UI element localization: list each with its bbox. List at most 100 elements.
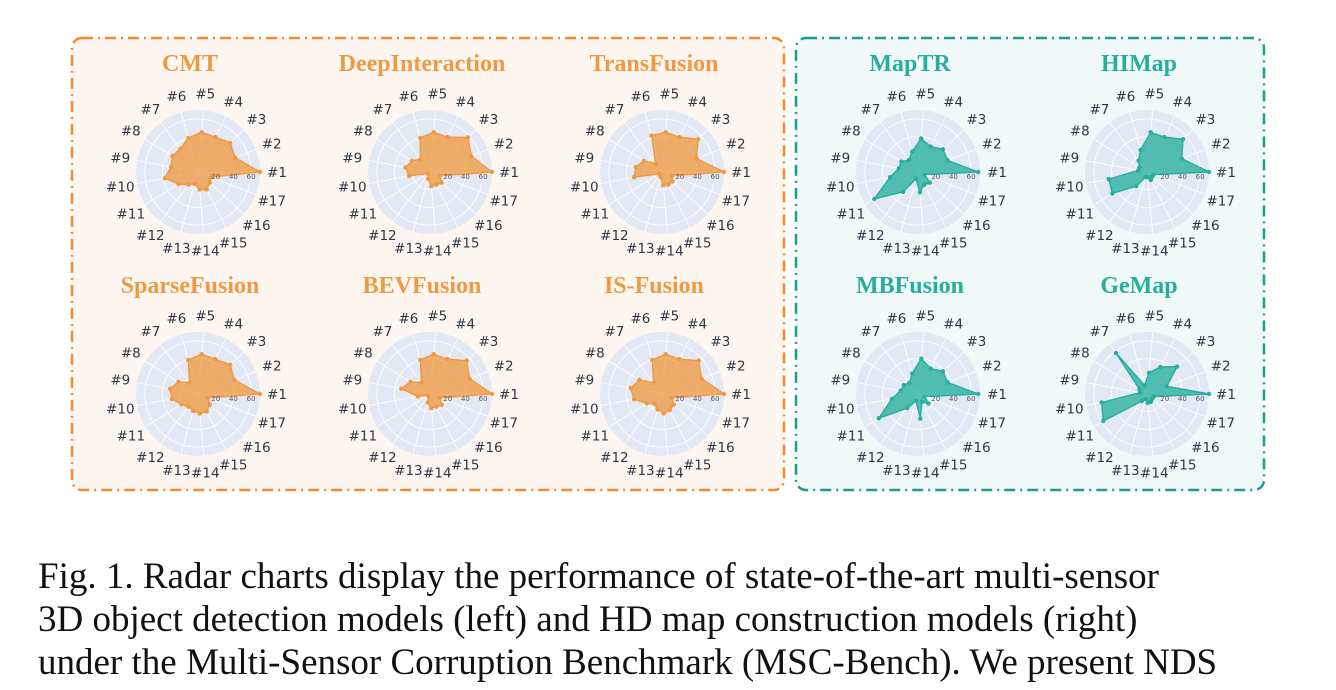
axis-label: #3 — [966, 334, 986, 350]
radial-tick-label: 60 — [247, 173, 256, 181]
axis-label: #10 — [570, 402, 599, 418]
data-point — [940, 147, 946, 152]
data-point — [1164, 384, 1170, 389]
chart-title: TransFusion — [590, 51, 719, 77]
data-point — [469, 153, 474, 159]
radial-tick-label: 20 — [1160, 173, 1169, 181]
data-point — [170, 153, 175, 159]
grid-spoke — [1146, 393, 1205, 417]
radar-chart-6: SparseFusion 20 40 60 #1 #2 #3#4 #5 #6 #7 #8 #9 #10 #… — [106, 273, 287, 482]
axis-label: #16 — [242, 218, 271, 234]
axis-label: #9 — [110, 151, 130, 167]
axis-label: #2 — [262, 359, 282, 375]
axis-label: #15 — [219, 236, 248, 252]
axis-label: #12 — [136, 228, 165, 244]
radar-chart-3: TransFusion 20 40 60 #1 #2 #3#4 #5 #6 #7 #8 #9 #10 #1… — [570, 51, 751, 260]
axis-label: #10 — [826, 180, 855, 196]
data-point — [940, 369, 946, 374]
data-point — [425, 176, 431, 181]
data-point — [204, 409, 209, 414]
axis-label: #13 — [394, 463, 423, 479]
data-point — [403, 165, 408, 170]
figure-caption-line-2: 3D object detection models (left) and HD… — [38, 599, 1138, 640]
grid-spoke — [1129, 393, 1148, 454]
axis-label: #9 — [1059, 151, 1079, 167]
axis-label: #1 — [499, 165, 519, 181]
radial-tick-label: 60 — [1196, 173, 1205, 181]
axis-label: #6 — [398, 89, 418, 105]
data-point — [429, 405, 434, 411]
grid-spoke — [609, 171, 663, 205]
axis-label: #2 — [494, 359, 514, 375]
axis-label: #3 — [246, 334, 266, 350]
radial-tick-label: 40 — [229, 173, 238, 181]
axis-label: #15 — [683, 236, 712, 252]
axis-label: #7 — [1089, 102, 1109, 118]
radial-tick-label: 20 — [931, 395, 940, 403]
axis-label: #4 — [687, 94, 707, 110]
radial-tick-label: 40 — [693, 173, 702, 181]
radial-tick-label: 20 — [675, 395, 684, 403]
data-point — [666, 182, 671, 187]
data-point — [1206, 391, 1212, 397]
radial-tick-label: 40 — [461, 173, 470, 181]
data-point — [419, 380, 424, 385]
grid-spoke — [377, 393, 431, 427]
axis-label: #8 — [121, 123, 141, 139]
data-point — [696, 358, 701, 363]
axis-label: #11 — [117, 207, 146, 223]
data-point — [694, 156, 699, 161]
axis-label: #15 — [219, 458, 248, 474]
axis-label: #11 — [349, 429, 378, 445]
axis-label: #6 — [1115, 311, 1135, 327]
radial-tick-label: 20 — [931, 173, 940, 181]
data-point — [927, 180, 932, 185]
axis-label: #17 — [1206, 194, 1235, 210]
data-point — [168, 164, 174, 170]
data-point — [207, 180, 212, 185]
data-point — [976, 169, 981, 175]
data-point — [179, 402, 184, 407]
axis-label: #17 — [721, 194, 750, 210]
axis-label: #8 — [585, 345, 605, 361]
data-point — [695, 137, 701, 142]
grid-spoke — [900, 171, 919, 232]
data-point — [1148, 130, 1153, 135]
data-point — [408, 379, 413, 385]
data-point — [434, 404, 439, 409]
radial-tick-label: 40 — [949, 395, 958, 403]
axis-label: #1 — [267, 387, 287, 403]
axis-label: #15 — [939, 236, 968, 252]
axis-label: #6 — [166, 89, 186, 105]
axis-label: #2 — [262, 137, 282, 153]
axis-label: #14 — [191, 244, 220, 260]
chart-title: MapTR — [869, 51, 951, 77]
chart-title: GeMap — [1100, 273, 1177, 299]
axis-label: #14 — [1140, 244, 1169, 260]
axis-label: #15 — [1168, 458, 1197, 474]
axis-label: #10 — [1055, 180, 1084, 196]
chart-title: IS-Fusion — [604, 273, 704, 299]
data-point — [489, 169, 495, 175]
axis-label: #14 — [911, 466, 940, 482]
axis-label: #14 — [191, 466, 220, 482]
axis-label: #12 — [368, 228, 397, 244]
axis-label: #3 — [966, 112, 986, 128]
axis-label: #1 — [1216, 387, 1236, 403]
axis-label: #4 — [943, 94, 963, 110]
axis-label: #1 — [1216, 165, 1236, 181]
radial-tick-label: 60 — [967, 395, 976, 403]
chart-title: SparseFusion — [121, 273, 260, 299]
data-point — [1136, 158, 1141, 163]
axis-label: #13 — [1111, 463, 1140, 479]
axis-label: #1 — [987, 387, 1007, 403]
axis-label: #9 — [830, 151, 850, 167]
data-point — [669, 173, 675, 178]
axis-label: #16 — [962, 218, 991, 234]
chart-title: DeepInteraction — [339, 51, 506, 77]
axis-label: #3 — [478, 334, 498, 350]
axis-label: #9 — [342, 151, 362, 167]
data-point — [431, 130, 436, 135]
